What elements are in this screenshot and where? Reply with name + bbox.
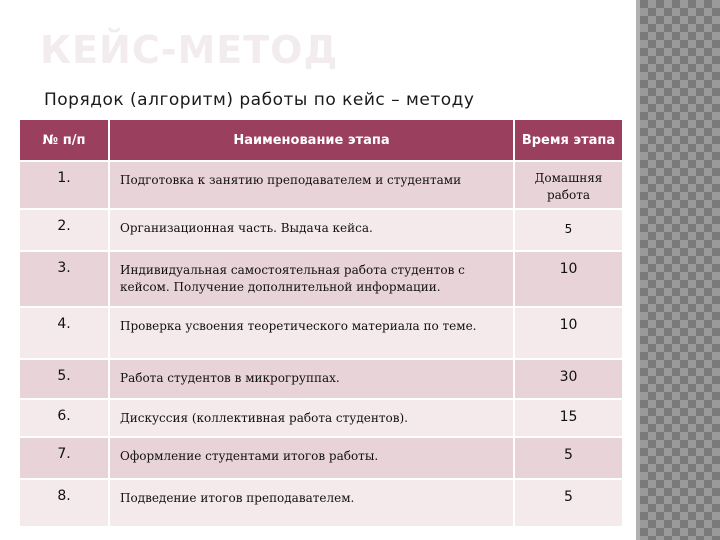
row-stage-name: Оформление студентами итогов работы. — [108, 436, 515, 480]
row-stage-name: Работа студентов в микрогруппах. — [108, 358, 515, 400]
stages-table: № п/п Наименование этапа Время этапа 1. … — [18, 118, 624, 528]
row-number: 8. — [18, 478, 110, 528]
row-stage-time: 10 — [513, 306, 624, 360]
row-number: 7. — [18, 436, 110, 480]
row-stage-name: Организационная часть. Выдача кейса. — [108, 208, 515, 252]
row-stage-time: 30 — [513, 358, 624, 400]
row-number: 6. — [18, 398, 110, 438]
row-stage-time: 5 — [513, 436, 624, 480]
row-number: 3. — [18, 250, 110, 308]
row-number: 4. — [18, 306, 110, 360]
table-row: 3. Индивидуальная самостоятельная работа… — [18, 250, 624, 308]
row-number: 2. — [18, 208, 110, 252]
row-stage-name: Проверка усвоения теоретического материа… — [108, 306, 515, 360]
side-divider — [636, 0, 640, 540]
slide-title: КЕЙС-МЕТОД — [40, 28, 339, 72]
row-stage-name: Дискуссия (коллективная работа студентов… — [108, 398, 515, 438]
row-stage-time: Домашняя работа — [513, 160, 624, 210]
table-row: 6. Дискуссия (коллективная работа студен… — [18, 398, 624, 438]
row-stage-time: 15 — [513, 398, 624, 438]
header-stage-time: Время этапа — [513, 118, 624, 162]
row-stage-name: Подведение итогов преподавателем. — [108, 478, 515, 528]
header-stage-name: Наименование этапа — [108, 118, 515, 162]
row-stage-time: 10 — [513, 250, 624, 308]
table-row: 7. Оформление студентами итогов работы. … — [18, 436, 624, 480]
header-number: № п/п — [18, 118, 110, 162]
table-row: 8. Подведение итогов преподавателем. 5 — [18, 478, 624, 528]
row-number: 1. — [18, 160, 110, 210]
table-row: 2. Организационная часть. Выдача кейса. … — [18, 208, 624, 252]
row-number: 5. — [18, 358, 110, 400]
decorative-side-pattern — [640, 0, 720, 540]
row-stage-name: Подготовка к занятию преподавателем и ст… — [108, 160, 515, 210]
slide-subtitle: Порядок (алгоритм) работы по кейс – мето… — [44, 90, 475, 110]
row-stage-time: 5 — [513, 478, 624, 528]
row-stage-time: 5 — [513, 208, 624, 252]
table-row: 1. Подготовка к занятию преподавателем и… — [18, 160, 624, 210]
table-row: 4. Проверка усвоения теоретического мате… — [18, 306, 624, 360]
table-header-row: № п/п Наименование этапа Время этапа — [18, 118, 624, 162]
table-row: 5. Работа студентов в микрогруппах. 30 — [18, 358, 624, 400]
row-stage-name: Индивидуальная самостоятельная работа ст… — [108, 250, 515, 308]
